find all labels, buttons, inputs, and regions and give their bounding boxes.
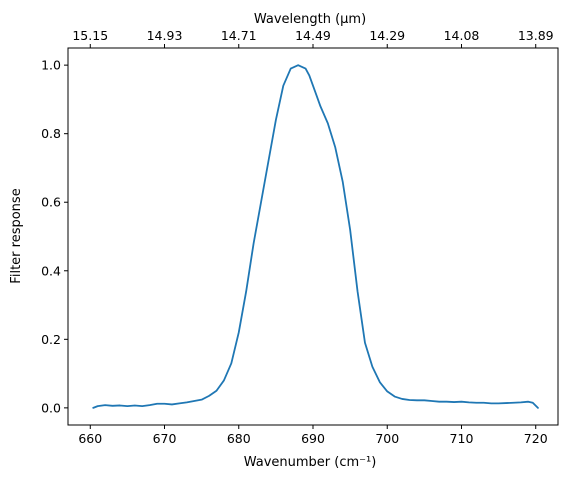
x-tick-label: 720 — [524, 431, 548, 446]
y-tick-label: 0.2 — [41, 332, 61, 347]
y-tick-label: 1.0 — [41, 58, 61, 73]
x2-axis-label: Wavelength (μm) — [254, 12, 366, 27]
x-axis-label: Wavenumber (cm⁻¹) — [244, 455, 377, 470]
x2-tick-label: 14.71 — [221, 28, 257, 43]
y-tick-label: 0.6 — [41, 195, 61, 210]
x2-tick-label: 14.49 — [295, 28, 331, 43]
x-tick-label: 710 — [450, 431, 474, 446]
x-axis-ticks: 660 670 680 690 700 710 720 — [78, 425, 548, 446]
x2-tick-label: 14.93 — [147, 28, 183, 43]
y-tick-label: 0.8 — [41, 126, 61, 141]
y-axis-label: Filter response — [9, 188, 24, 283]
y-axis-ticks: 0.0 0.2 0.4 0.6 0.8 1.0 — [41, 58, 68, 415]
x2-tick-label: 13.89 — [518, 28, 554, 43]
y-tick-label: 0.4 — [41, 263, 61, 278]
top-axis-ticks: 15.15 14.93 14.71 14.49 14.29 14.08 13.89 — [72, 28, 554, 48]
x-tick-label: 680 — [227, 431, 251, 446]
plot-area-frame — [67, 47, 559, 426]
x-tick-label: 670 — [153, 431, 177, 446]
x2-tick-label: 14.29 — [369, 28, 405, 43]
x-tick-label: 660 — [78, 431, 102, 446]
x-tick-label: 700 — [375, 431, 399, 446]
filter-response-line — [92, 64, 539, 409]
x-tick-label: 690 — [301, 431, 325, 446]
x2-tick-label: 14.08 — [444, 28, 480, 43]
y-tick-label: 0.0 — [41, 400, 61, 415]
x2-tick-label: 15.15 — [72, 28, 108, 43]
